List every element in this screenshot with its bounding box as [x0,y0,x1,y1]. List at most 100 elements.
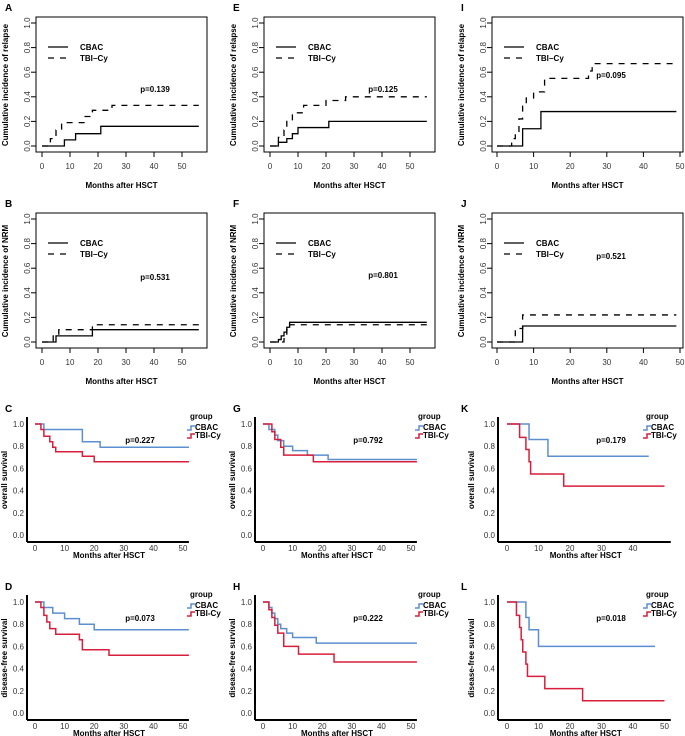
y-tick-label: 0.6 [241,464,253,473]
p-value: p=0.139 [140,85,170,94]
y-tick-label: 0.6 [479,262,488,274]
legend-swatch-cbac [415,603,423,609]
legend-label-cbac: CBAC [536,239,559,248]
y-tick-label: 0.8 [484,442,496,451]
legend-label-cbac: CBAC [308,43,331,52]
plot-box [35,16,208,153]
series-line-cbac [35,423,189,449]
y-tick-label: 0.8 [13,442,25,451]
y-tick-label: 0.2 [241,509,253,518]
y-tick-label: 0.6 [241,642,253,651]
series-line-cbac [270,321,427,343]
panel-label: B [5,199,12,210]
x-tick-label: 30 [122,358,131,367]
legend-title: group [418,412,441,421]
y-tick-label: 0.0 [484,531,496,540]
y-tick-label: 0.4 [484,487,496,496]
x-axis-label: Months after HSCT [552,377,624,386]
legend-label-tbi-cy: TBI-Cy [423,431,449,440]
x-tick-label: 50 [179,544,188,553]
y-tick-label: 0.8 [13,620,25,629]
y-tick-label: 0.8 [241,442,253,451]
plot-box [263,212,436,349]
panel-h: H 0.0 0.2 0.4 0.6 0.8 1.0 0 10 20 30 40 50 Months aft… [228,582,449,736]
y-axis-label: overall survival [467,451,476,509]
y-tick-label: 1.0 [479,213,488,225]
x-tick-label: 10 [294,358,303,367]
series-line-tbi-cy [270,96,427,147]
y-tick-label: 0.6 [251,66,260,78]
y-tick-label: 0.6 [13,464,25,473]
panel-label: E [233,3,240,14]
y-tick-label: 0.0 [23,336,32,348]
y-tick-label: 0.8 [479,41,488,53]
x-tick-label: 50 [660,722,669,731]
x-tick-label: 20 [94,162,103,171]
legend-swatch-cbac [187,425,195,431]
series-line-tbi-cy [497,314,677,343]
x-tick-label: 30 [597,544,606,553]
x-tick-label: 40 [377,722,386,731]
x-tick-label: 20 [318,722,327,731]
x-tick-label: 40 [378,358,387,367]
legend-label-cbac: CBAC [308,239,331,248]
y-tick-label: 0.8 [23,237,32,249]
y-tick-label: 0.2 [479,115,488,127]
legend-label-cbac: CBAC [195,423,218,432]
series-line-tbi-cy [497,62,677,147]
x-tick-label: 30 [602,358,611,367]
x-tick-label: 10 [534,722,543,731]
x-tick-label: 0 [40,162,45,171]
y-axis-label: disease-free survival [228,618,237,697]
series-line-cbac [263,601,417,644]
panel-a: A 0.0 0.2 0.4 0.6 0.8 1.0 0 10 20 30 40 50 Months aft… [1,3,208,190]
panel-f: F 0.0 0.2 0.4 0.6 0.8 1.0 0 10 20 30 40 50 Months aft… [229,199,436,386]
panel-e: E 0.0 0.2 0.4 0.6 0.8 1.0 0 10 20 30 40 50 Months aft… [229,3,436,190]
y-tick-label: 0.2 [484,687,496,696]
x-tick-label: 50 [179,722,188,731]
legend-label-cbac: CBAC [651,423,674,432]
x-tick-label: 10 [288,722,297,731]
p-value: p=0.073 [125,614,155,623]
series-line-cbac [35,601,189,631]
legend-swatch-tbi-cy [415,611,423,617]
panel-label: J [461,199,467,210]
legend-label-tbi-cy: TBI−Cy [80,54,108,63]
panel-k: K 0.0 0.2 0.4 0.6 0.8 1.0 0 10 20 30 40 Months after… [461,404,677,560]
y-tick-label: 0.4 [251,287,260,299]
x-tick-label: 30 [122,162,131,171]
x-axis-label: Months after HSCT [550,551,622,560]
x-tick-label: 20 [318,544,327,553]
x-tick-label: 40 [639,358,648,367]
y-tick-label: 0.2 [23,115,32,127]
series-line-tbi-cy [263,423,417,463]
x-tick-label: 10 [288,544,297,553]
x-tick-label: 0 [495,358,500,367]
x-tick-label: 40 [629,544,638,553]
x-tick-label: 50 [407,544,416,553]
y-tick-label: 0.0 [23,140,32,152]
x-axis-label: Months after HSCT [86,377,158,386]
series-line-cbac [507,601,656,648]
x-tick-label: 30 [347,722,356,731]
x-axis-label: Months after HSCT [552,181,624,190]
y-tick-label: 0.4 [13,665,25,674]
x-tick-label: 30 [350,358,359,367]
series-line-cbac [497,110,677,147]
series-line-tbi-cy [507,601,665,702]
x-tick-label: 10 [534,544,543,553]
y-tick-label: 0.4 [241,665,253,674]
y-axis-label: Cumulative incidence of NRM [229,224,238,337]
legend-label-cbac: CBAC [80,239,103,248]
panel-label: D [5,582,12,593]
x-axis-label: Months after HSCT [301,729,373,736]
y-tick-label: 0.0 [13,709,25,718]
x-tick-label: 30 [602,162,611,171]
x-tick-label: 0 [268,358,273,367]
x-axis-label: Months after HSCT [73,729,145,736]
legend-swatch-tbi-cy [187,433,195,439]
series-line-cbac [497,325,677,343]
y-tick-label: 0.8 [479,237,488,249]
x-tick-label: 0 [40,358,45,367]
series-line-tbi-cy [507,423,665,487]
